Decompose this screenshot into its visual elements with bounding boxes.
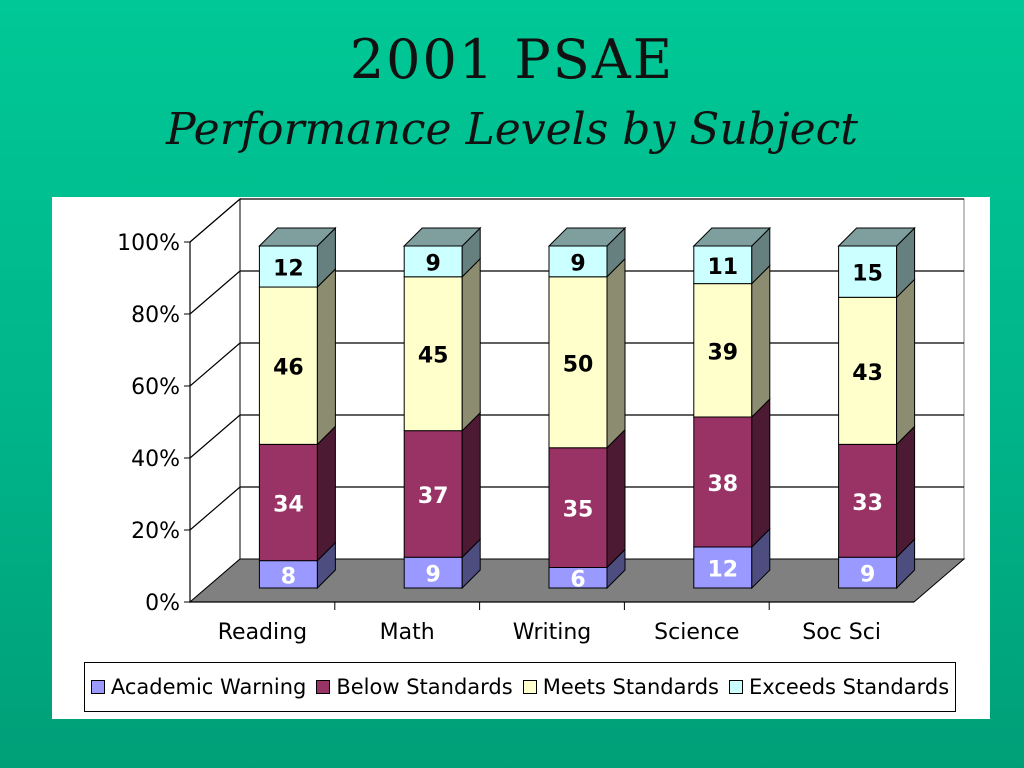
bar-segment [548,245,608,278]
bar-side [606,428,626,569]
data-label: 9 [860,563,875,588]
bar-side [461,257,481,432]
legend-swatch [90,680,105,694]
legend-label: Meets Standards [542,675,719,699]
legend-item: Meets Standards [522,675,719,699]
data-label: 33 [852,491,883,516]
y-tick-label: 40% [131,447,180,472]
data-label: 35 [563,498,594,523]
chart-title: 2001 PSAE [349,28,675,91]
legend-swatch [729,680,743,694]
data-label: 37 [418,484,449,509]
chart-legend: Academic Warning Below Standards Meets Sta… [84,662,956,712]
x-tick-label: Math [380,620,435,645]
data-label: 9 [426,251,441,276]
gridline [189,198,964,243]
legend-label: Below Standards [336,675,513,699]
bar-segment [693,546,753,589]
data-label: 43 [852,361,883,386]
bar-side [316,267,336,446]
y-tick-label: 100% [117,231,180,256]
chart-panel: 0% 20% 40% 60% 80% 100% Reading Math Writing Scie… [52,197,990,719]
data-label: 8 [281,564,296,589]
legend-swatch [316,680,331,694]
data-label: 6 [570,568,585,593]
bar-side [896,425,916,559]
data-label: 15 [852,262,883,287]
bar-side [751,397,771,549]
bar-top [402,227,482,247]
data-label: 12 [273,257,304,282]
bar-side [751,264,771,419]
bar-top [547,227,627,247]
legend-item: Exceeds Standards [729,675,949,699]
bar-segment [693,283,753,418]
data-label: 11 [707,255,738,280]
bar-side [896,278,916,446]
bar-side [316,425,336,562]
legend-item: Below Standards [316,675,513,699]
y-tick-label: 0% [145,591,180,616]
bar-segment [258,443,318,562]
bar-segment [838,296,898,445]
y-tick-label: 60% [131,375,180,400]
y-tick-label: 20% [131,519,180,544]
y-tick-label: 80% [131,303,180,328]
x-tick-label: Reading [218,620,307,645]
legend-label: Academic Warning [110,675,307,699]
bar-segment [403,245,463,278]
bar-top [258,227,337,247]
data-label: 45 [418,344,449,369]
chart-subtitle: Performance Levels by Subject [166,104,858,155]
data-label: 9 [426,563,441,588]
side-wall [189,197,241,604]
bar-segment [403,276,463,432]
bar-segment [548,276,608,449]
bar-side [606,257,626,449]
data-label: 38 [707,472,738,497]
x-tick-label: Writing [513,620,592,645]
x-tick-label: Science [654,620,739,645]
data-label: 34 [273,493,304,518]
bar-segment [548,447,608,568]
legend-swatch [522,680,537,694]
bar-side [461,411,481,559]
data-label: 50 [563,352,594,377]
data-label: 12 [707,557,738,582]
bar-segment [403,430,463,558]
data-label: 9 [570,251,585,276]
bar-segment [693,245,753,285]
data-label: 46 [273,356,304,381]
bar-top [692,227,772,247]
legend-item: Academic Warning [90,675,307,699]
legend-label: Exceeds Standards [749,675,950,699]
data-label: 39 [707,340,738,365]
x-tick-label: Soc Sci [802,620,881,645]
stacked-bar-chart: 0% 20% 40% 60% 80% 100% Reading Math Writing Scie… [117,197,966,645]
bar-top [837,227,916,247]
